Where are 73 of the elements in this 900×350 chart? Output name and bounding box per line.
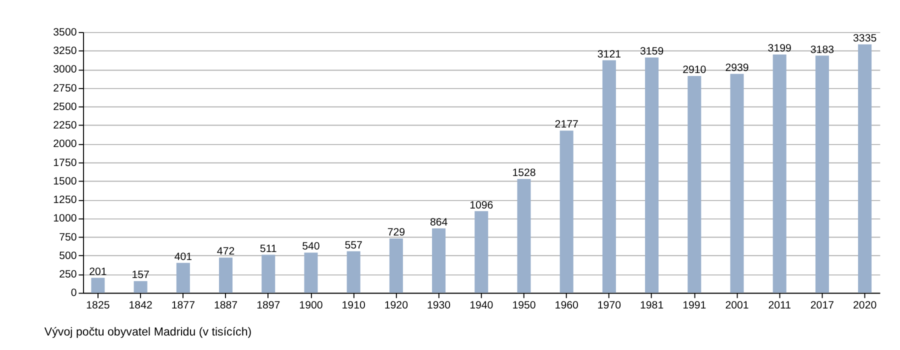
data-label: 2939 (725, 62, 749, 74)
bar (432, 228, 446, 293)
text: Vývoj počtu obyvatel Madridu (v tisících) (44, 326, 252, 338)
bar (815, 56, 829, 293)
y-tick-label: 1250 (53, 194, 77, 206)
x-tick-label: 2001 (725, 300, 749, 312)
x-tick-label: 1981 (640, 300, 664, 312)
data-label: 2910 (682, 64, 706, 76)
x-tick-label: 2017 (810, 300, 834, 312)
bar (134, 281, 148, 293)
y-tick-label: 2000 (53, 138, 77, 150)
data-label: 201 (89, 266, 107, 278)
x-tick-label: 1887 (214, 300, 238, 312)
x-tick-label: 2011 (768, 300, 792, 312)
x-tick-label: 1842 (128, 300, 152, 312)
data-label: 401 (174, 251, 192, 264)
y-tick-label: 3000 (53, 64, 77, 76)
x-tick-label: 1950 (512, 300, 536, 312)
x-tick-label: 1900 (299, 300, 323, 312)
y-tick-label: 2250 (53, 120, 77, 132)
x-tick-label: 1920 (384, 300, 408, 312)
y-tick-label: 1000 (53, 212, 77, 225)
x-tick-label: 1910 (342, 300, 366, 312)
data-label: 2177 (554, 118, 578, 131)
data-label: 3199 (768, 42, 792, 55)
y-tick-label: 500 (59, 250, 77, 262)
bar (474, 211, 488, 293)
y-tick-label: 2500 (53, 100, 77, 113)
data-label: 1096 (470, 199, 494, 212)
bar (645, 57, 659, 293)
x-tick-label: 1930 (426, 300, 451, 312)
x-tick-label: 1825 (86, 300, 110, 312)
x-tick-label: 1970 (597, 300, 622, 312)
bar (730, 74, 744, 293)
data-label: 864 (430, 216, 448, 229)
x-tick-label: 2020 (853, 300, 877, 312)
bar (389, 238, 403, 293)
data-label: 3121 (597, 48, 622, 60)
y-tick-label: 1500 (53, 175, 77, 188)
y-tick-label: 3500 (53, 26, 77, 38)
bar (91, 278, 105, 293)
bar (262, 254, 276, 293)
data-label: 3335 (853, 32, 877, 44)
bar (304, 252, 318, 293)
data-label: 557 (344, 239, 363, 252)
bar (688, 76, 702, 293)
data-label: 3183 (810, 44, 834, 56)
x-tick-label: 1877 (171, 300, 196, 312)
bar (560, 130, 574, 293)
data-label: 472 (216, 246, 235, 258)
y-tick-label: 1750 (53, 156, 77, 169)
x-tick-label: 1897 (256, 300, 280, 312)
data-label: 729 (387, 226, 406, 239)
data-label: 540 (302, 240, 320, 253)
bar (176, 262, 190, 293)
bar (772, 54, 786, 293)
x-tick-label: 1991 (682, 300, 706, 312)
bar (858, 44, 872, 293)
y-tick-label: 0 (70, 287, 77, 300)
y-tick-label: 2750 (53, 82, 77, 94)
bar (517, 178, 531, 293)
y-tick-label: 250 (59, 268, 77, 281)
data-label: 1528 (512, 167, 536, 180)
y-tick-label: 3250 (53, 45, 77, 58)
data-label: 3159 (640, 46, 664, 58)
x-tick-label: 1960 (554, 300, 578, 312)
data-label: 157 (132, 269, 150, 282)
bar (219, 258, 233, 293)
x-tick-label: 1940 (470, 300, 494, 312)
bar (346, 251, 360, 293)
y-tick-label: 750 (59, 231, 77, 244)
bar (602, 60, 616, 293)
data-label: 511 (260, 242, 277, 255)
